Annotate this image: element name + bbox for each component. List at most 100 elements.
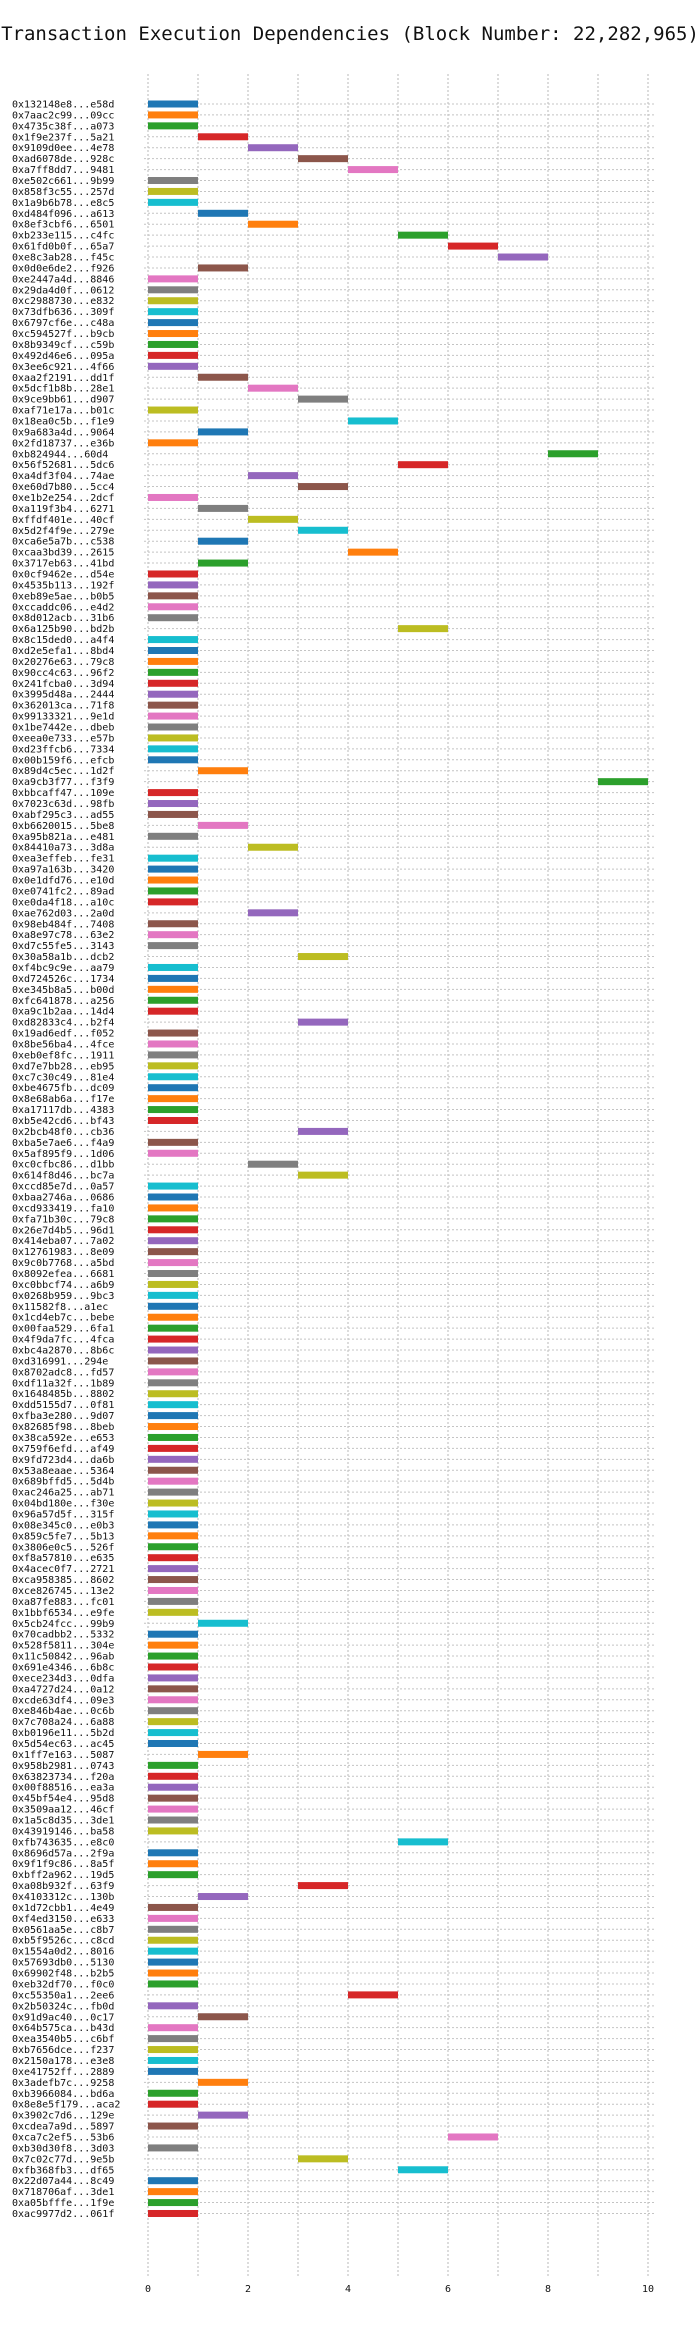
y-tick-label: 0xffdf401e...40cf [12,515,114,526]
y-tick-label: 0x7c708a24...6a88 [12,1717,114,1728]
y-tick-label: 0x2bcb48f0...cb36 [12,1127,114,1138]
y-tick-label: 0xfb743635...e8c0 [12,1837,114,1848]
y-tick-label: 0x5d54ec63...ac45 [12,1739,114,1750]
execution-bar [398,2166,448,2174]
y-tick-label: 0x9c0b7768...a5bd [12,1258,114,1269]
y-tick-label: 0x4103312c...130b [12,1892,114,1903]
y-tick-label: 0x8696d57a...2f9a [12,1848,114,1859]
execution-bar [148,319,198,327]
execution-bar [148,362,198,370]
execution-bar [298,483,348,491]
y-tick-label: 0xb3966084...bd6a [12,2089,114,2100]
execution-bar [148,1510,198,1518]
execution-bar [148,1860,198,1868]
execution-bar [148,679,198,687]
execution-bar [148,340,198,348]
y-tick-label: 0xd23ffcb6...7334 [12,744,114,755]
y-tick-label: 0xdd5155d7...0f81 [12,1400,114,1411]
execution-bar [148,756,198,764]
x-tick-label: 0 [145,2284,151,2295]
chart-title: Transaction Execution Dependencies (Bloc… [1,23,699,45]
y-tick-label: 0x528f5811...304e [12,1641,114,1652]
execution-bar [148,2199,198,2207]
y-tick-label: 0x2150a178...e3e8 [12,2056,114,2067]
y-tick-label: 0xb5f9526c...c8cd [12,1936,114,1947]
execution-bar [148,668,198,676]
execution-bar [148,1871,198,1879]
execution-bar [148,1597,198,1605]
execution-bar [148,1827,198,1835]
y-tick-label: 0x858f3c55...257d [12,187,114,198]
execution-bar [148,1368,198,1376]
execution-bar [148,2002,198,2010]
y-tick-label: 0xdf11a32f...1b89 [12,1378,114,1389]
y-tick-label: 0xe502c661...9b99 [12,176,114,187]
execution-bar [148,351,198,359]
y-tick-label: 0xca6e5a7b...c538 [12,537,114,548]
execution-bar [198,428,248,436]
execution-bar [498,253,548,261]
y-tick-label: 0x9ce9bb61...d907 [12,395,114,406]
y-tick-label: 0xd484f096...a613 [12,209,114,220]
y-tick-label: 0x08e345c0...e0b3 [12,1520,114,1531]
y-tick-label: 0xc0bbcf74...a6b9 [12,1280,114,1291]
execution-bar [148,1958,198,1966]
y-tick-label: 0xa95b821a...e481 [12,832,114,843]
execution-bar [148,1783,198,1791]
y-tick-label: 0x43919146...ba58 [12,1826,114,1837]
execution-bar [148,603,198,611]
execution-bar [148,187,198,195]
y-tick-label: 0x3adefb7c...9258 [12,2078,114,2089]
execution-bar [148,636,198,644]
execution-bar [148,1248,198,1256]
execution-bar [148,275,198,283]
grid-lines [144,74,654,2278]
execution-bar [248,909,298,917]
y-tick-label: 0x362013ca...71f8 [12,701,114,712]
execution-bar [148,1346,198,1354]
execution-bar [148,1095,198,1103]
y-tick-label: 0x859c5fe7...5b13 [12,1531,114,1542]
execution-bar [448,2133,498,2141]
y-tick-label: 0xd7c55fe5...3143 [12,941,114,952]
execution-bar [148,1073,198,1081]
y-tick-label: 0x1554a0d2...8016 [12,1947,114,1958]
y-tick-label: 0xb6620015...5be8 [12,821,114,832]
y-tick-label: 0xd316991...294e [12,1356,108,1367]
execution-bar [248,220,298,228]
execution-bar [148,723,198,731]
execution-bar [148,1718,198,1726]
y-tick-label: 0xb824944...60d4 [12,449,108,460]
execution-bar [148,1182,198,1190]
x-tick-labels: 0 2 4 6 8 10 [145,2284,654,2295]
y-tick-label: 0x29da4d0f...0612 [12,285,114,296]
y-tick-label: 0x12761983...8e09 [12,1247,114,1258]
execution-bar [148,1903,198,1911]
y-tick-labels: 0x132148e8...e58d0x7aac2c99...09cc0x4735… [12,100,120,2220]
y-tick-label: 0x00faa529...6fa1 [12,1324,114,1335]
execution-bar [148,2046,198,2054]
execution-bar [198,2013,248,2021]
y-tick-label: 0x8d012acb...31b6 [12,613,114,624]
execution-bar [148,2144,198,2152]
execution-bar [298,155,348,163]
execution-bar [148,1433,198,1441]
execution-bar [248,843,298,851]
execution-bar [148,2122,198,2130]
execution-bar [148,1608,198,1616]
y-tick-label: 0x22d07a44...8c49 [12,2176,114,2187]
y-tick-label: 0xae762d03...2a0d [12,908,114,919]
execution-bar [148,1488,198,1496]
y-tick-label: 0x45bf54e4...95d8 [12,1794,114,1805]
y-tick-label: 0xf4ed3150...e633 [12,1914,114,1925]
execution-bar [148,1401,198,1409]
execution-bar [148,1641,198,1649]
x-tick-label: 4 [345,2284,351,2295]
execution-bar [148,1302,198,1310]
execution-bar [148,177,198,185]
y-tick-label: 0x0561aa5e...c8b7 [12,1925,114,1936]
y-tick-label: 0xfa71b30c...79c8 [12,1214,114,1225]
x-tick-label: 6 [445,2284,451,2295]
execution-bar [148,1685,198,1693]
